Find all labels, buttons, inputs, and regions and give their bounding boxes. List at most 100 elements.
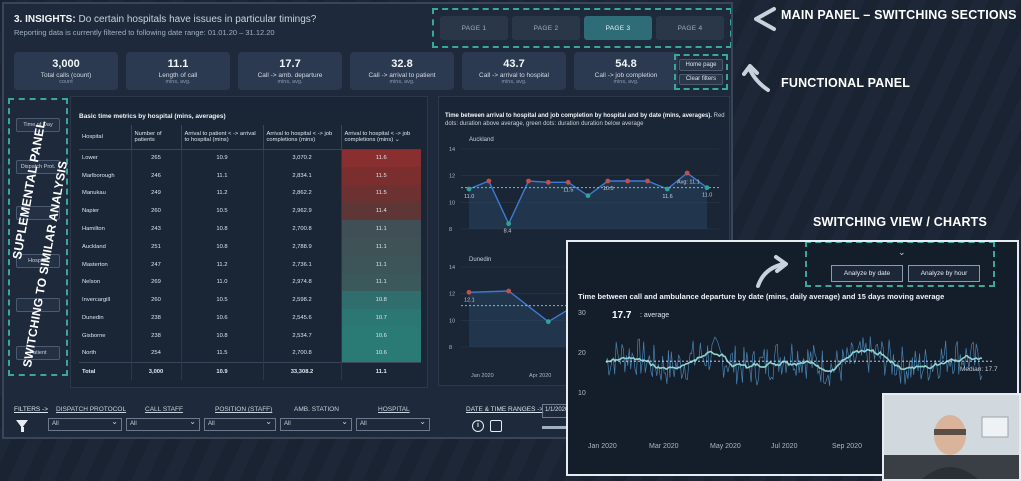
col-header[interactable]: Number of patients: [130, 125, 181, 150]
value-cell: 243: [130, 220, 181, 238]
webcam-thumbnail: [882, 393, 1021, 481]
analyze-by-date-button[interactable]: Analyze by date: [831, 265, 903, 282]
page-navigation: PAGE 1 PAGE 2 PAGE 3 PAGE 4: [432, 8, 731, 48]
nav-hospital-button[interactable]: Hospital: [16, 254, 60, 268]
x-tick-label: Jul 2020: [771, 443, 798, 450]
data-point: [704, 185, 710, 191]
x-tick-label: May 2020: [710, 443, 741, 450]
value-cell: 2,974.8: [262, 273, 341, 292]
tab-page-4[interactable]: PAGE 4: [656, 16, 724, 40]
kpi-card: 54.8 Call -> job completion mins, avg.: [574, 52, 678, 90]
kpi-unit: mins, avg.: [613, 78, 639, 85]
annotation-main-panel: MAIN PANEL – SWITCHING SECTIONS: [781, 8, 1017, 22]
kpi-value: 11.1: [167, 57, 189, 70]
tab-page-1[interactable]: PAGE 1: [440, 16, 508, 40]
data-point: [526, 178, 531, 184]
hospital-select[interactable]: All: [356, 417, 430, 431]
nav-staff-button[interactable]: [16, 206, 60, 220]
amb-station-select[interactable]: All: [280, 417, 352, 431]
data-label: 12.1: [464, 297, 475, 303]
y-tick-label: 14: [449, 147, 455, 153]
date-slider[interactable]: [542, 426, 570, 429]
value-cell: 2,834.1: [262, 166, 341, 185]
value-cell: 10.6: [180, 309, 263, 327]
nav-patient-button[interactable]: Patient: [16, 346, 60, 360]
kpi-label: Length of call: [158, 71, 198, 79]
data-label: 11.6: [662, 194, 672, 200]
table-row[interactable]: Dunedin 238 10.6 2,545.6 10.7: [79, 309, 421, 327]
annotation-arrow-icon: [754, 7, 776, 31]
chart-subtitle: Red dots: duration above average, green …: [445, 113, 725, 127]
value-cell: 260: [130, 202, 181, 221]
hospital-metrics-table-panel: Basic time metrics by hospital (mins, av…: [70, 96, 428, 388]
total-cell: 3,000: [130, 362, 181, 381]
clear-filters-button[interactable]: Clear filters: [679, 73, 723, 85]
kpi-card: 11.1 Length of call mins, avg.: [126, 52, 230, 90]
filter-label: DISPATCH PROTOCOL: [56, 406, 127, 413]
nav-dispatch-button[interactable]: Dispatch Prot.: [16, 160, 60, 174]
tab-page-3[interactable]: PAGE 3: [584, 16, 652, 40]
table-row[interactable]: Napier 260 10.5 2,962.9 11.4: [79, 202, 421, 221]
value-cell: 11.5: [340, 166, 421, 185]
table-row[interactable]: Gisborne 238 10.8 2,534.7 10.6: [79, 326, 421, 345]
value-cell: 238: [130, 326, 181, 345]
table-row[interactable]: Marlborough 246 11.1 2,834.1 11.5: [79, 166, 421, 185]
kpi-label: Call -> arrival to patient: [368, 71, 436, 79]
filter-icon: [16, 420, 28, 428]
table-row[interactable]: Manukau 249 11.2 2,862.2 11.5: [79, 184, 421, 203]
col-header[interactable]: Arrival to patient < -> arrival to hospi…: [180, 125, 263, 150]
kpi-label: Call -> job completion: [594, 71, 658, 79]
table-row[interactable]: North 254 11.5 2,700.8 10.6: [79, 344, 421, 363]
tab-page-2[interactable]: PAGE 2: [512, 16, 580, 40]
sort-desc-icon: ⌄: [394, 136, 400, 143]
filter-label: HOSPITAL: [378, 406, 410, 413]
data-point: [664, 186, 670, 192]
table-row[interactable]: Nelson 269 11.0 2,974.8 11.1: [79, 273, 421, 292]
functional-panel: Home page Clear filters: [674, 54, 728, 90]
home-page-button[interactable]: Home page: [679, 59, 723, 71]
col-header[interactable]: Arrival to hospital < -> job completions…: [262, 125, 341, 150]
table-row[interactable]: Masterton 247 11.2 2,736.1 11.1: [79, 255, 421, 274]
kpi-unit: mins, avg.: [277, 78, 303, 85]
value-cell: 2,534.7: [262, 326, 341, 345]
info-icon[interactable]: i: [472, 420, 484, 432]
table-row[interactable]: Lower 265 10.9 3,070.2 11.6: [79, 149, 421, 167]
kpi-card: 32.8 Call -> arrival to patient mins, avg.: [350, 52, 454, 90]
hospital-cell: Invercargill: [82, 297, 111, 304]
dashboard-window: 3. INSIGHTS: Do certain hospitals have i…: [2, 2, 733, 439]
table-row[interactable]: Invercargill 260 10.5 2,598.2 10.8: [79, 291, 421, 310]
calendar-icon[interactable]: [490, 420, 502, 432]
col-header[interactable]: Hospital: [79, 125, 131, 150]
y-tick-label: 12: [449, 292, 455, 298]
data-label: 8.4: [504, 229, 512, 235]
table-title: Basic time metrics by hospital (mins, av…: [79, 113, 226, 120]
nav-station-button[interactable]: [16, 298, 60, 312]
data-point: [565, 179, 571, 185]
section-question: Do certain hospitals have issues in part…: [78, 14, 317, 25]
table-row[interactable]: Hamilton 243 10.8 2,700.8 11.1: [79, 220, 421, 238]
filters-lead: FILTERS ->: [14, 406, 49, 413]
table-header-row: Hospital Number of patients Arrival to p…: [79, 125, 421, 150]
position-staff-select[interactable]: All: [204, 417, 276, 431]
value-cell: 2,788.9: [262, 237, 341, 256]
analyze-by-hour-button[interactable]: Analyze by hour: [908, 265, 980, 282]
col-header-sorted[interactable]: Arrival to hospital < -> job completions…: [340, 125, 421, 150]
nav-time-of-day-button[interactable]: Time of Day: [16, 118, 60, 132]
kpi-unit: count: [59, 78, 73, 85]
data-label: 10.5: [603, 186, 614, 192]
value-cell: 11.5: [180, 344, 263, 363]
presenter-image: [884, 395, 1019, 479]
value-cell: 2,700.8: [262, 344, 341, 363]
value-cell: 246: [130, 166, 181, 185]
y-tick-label: 8: [449, 345, 452, 351]
chart-title: Time between arrival to hospital and job…: [445, 113, 729, 128]
filter-bar: FILTERS -> DISPATCH PROTOCOL CALL STAFF …: [14, 406, 430, 436]
value-cell: 10.6: [340, 344, 421, 363]
date-range-note: Reporting data is currently filtered to …: [14, 28, 275, 37]
value-cell: 11.1: [340, 255, 421, 274]
table-row[interactable]: Auckland 251 10.8 2,788.9 11.1: [79, 237, 421, 256]
data-point: [605, 178, 611, 184]
dispatch-protocol-select[interactable]: All: [48, 417, 122, 431]
call-staff-select[interactable]: All: [126, 417, 200, 431]
kpi-unit: mins, avg.: [501, 78, 527, 85]
